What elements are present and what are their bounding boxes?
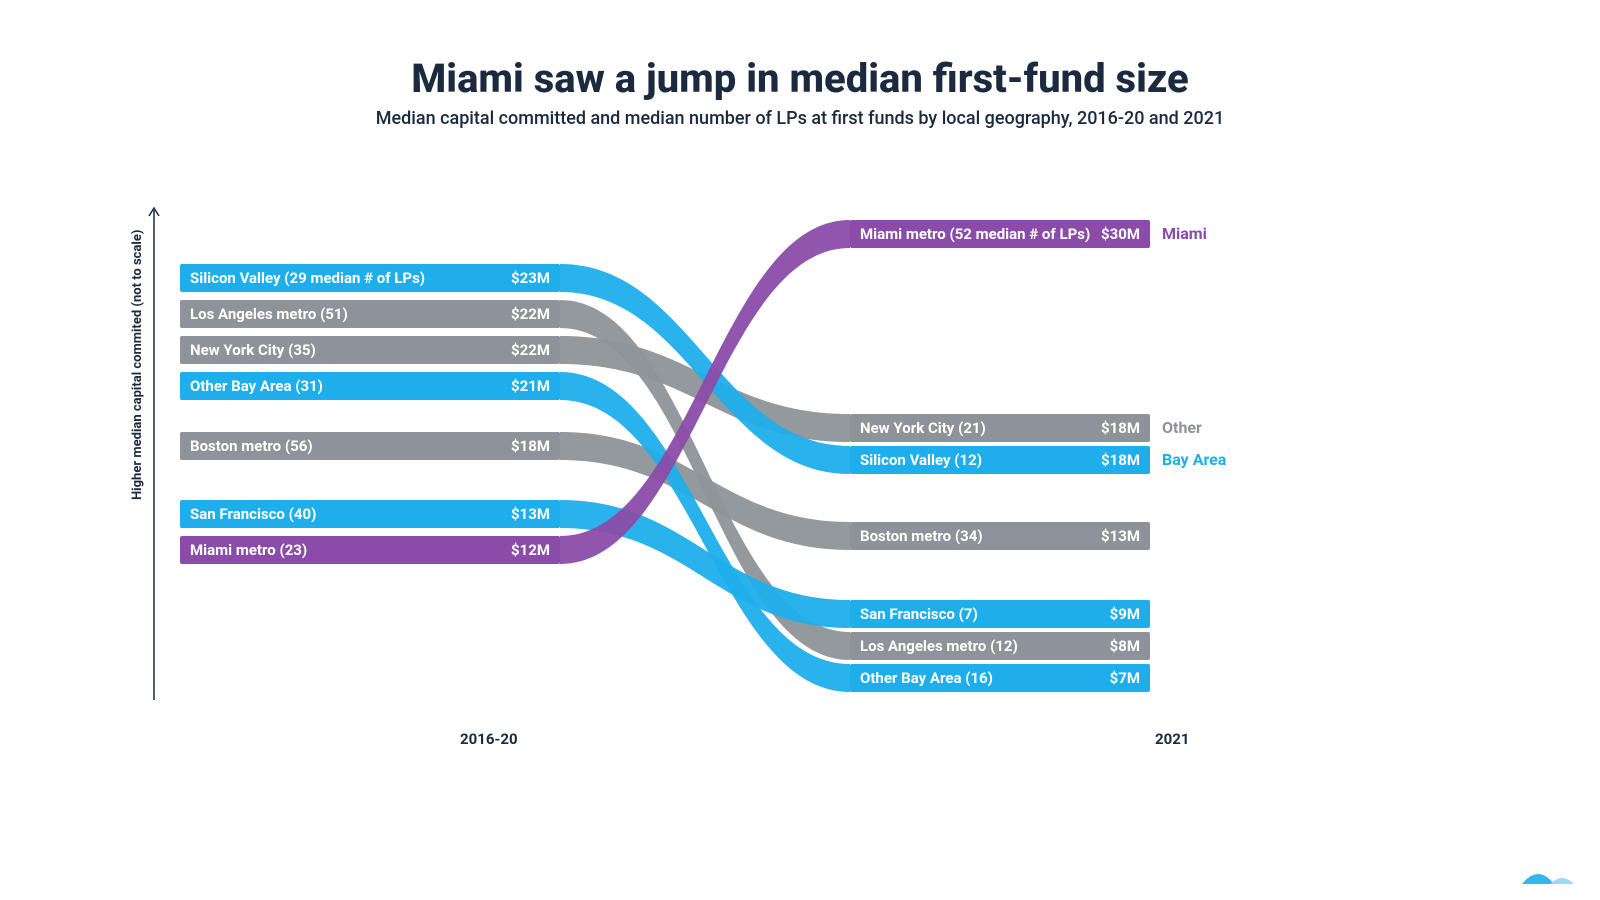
x-axis-label-left: 2016-20 [460, 730, 518, 748]
left-bar-value: $21M [511, 377, 550, 395]
right-bar-value: $30M [1101, 225, 1140, 243]
left-bar-value: $23M [511, 269, 550, 287]
right-bar-value: $9M [1110, 605, 1140, 623]
right-bar-sv: Silicon Valley (12) $18M [850, 446, 1150, 474]
left-bar-nyc: New York City (35) $22M [180, 336, 560, 364]
right-bar-label: Silicon Valley (12) [860, 451, 982, 469]
left-bar-sf: San Francisco (40) $13M [180, 500, 560, 528]
left-bar-value: $22M [511, 341, 550, 359]
left-bar-value: $13M [511, 505, 550, 523]
left-bar-label: Los Angeles metro (51) [190, 305, 348, 323]
x-axis-label-right: 2021 [1155, 730, 1189, 748]
left-bar-label: Silicon Valley (29 median # of LPs) [190, 269, 425, 287]
right-bar-sf: San Francisco (7) $9M [850, 600, 1150, 628]
right-bar-label: Other Bay Area (16) [860, 669, 993, 687]
legend-label-other: Other [1162, 418, 1202, 437]
right-bar-bos: Boston metro (34) $13M [850, 522, 1150, 550]
chart-subtitle: Median capital committed and median numb… [0, 108, 1600, 129]
right-bar-label: New York City (21) [860, 419, 986, 437]
right-bar-value: $8M [1110, 637, 1140, 655]
left-bar-value: $18M [511, 437, 550, 455]
left-bar-mia: Miami metro (23) $12M [180, 536, 560, 564]
slope-chart: Silicon Valley (29 median # of LPs) $23M L… [160, 200, 1440, 760]
right-bar-label: Boston metro (34) [860, 527, 983, 545]
right-bar-value: $18M [1101, 419, 1140, 437]
legend-label-miami: Miami [1162, 224, 1207, 243]
right-bar-value: $13M [1101, 527, 1140, 545]
left-bar-sv: Silicon Valley (29 median # of LPs) $23M [180, 264, 560, 292]
brand-logo-icon [1520, 862, 1580, 890]
right-bar-label: Miami metro (52 median # of LPs) [860, 225, 1090, 243]
left-bar-value: $12M [511, 541, 550, 559]
left-bar-bos: Boston metro (56) $18M [180, 432, 560, 460]
left-bar-label: New York City (35) [190, 341, 316, 359]
left-bar-label: Other Bay Area (31) [190, 377, 323, 395]
right-bar-oba: Other Bay Area (16) $7M [850, 664, 1150, 692]
left-bar-value: $22M [511, 305, 550, 323]
legend-label-bay-area: Bay Area [1162, 450, 1226, 469]
left-bar-la: Los Angeles metro (51) $22M [180, 300, 560, 328]
chart-title: Miami saw a jump in median first-fund si… [0, 55, 1600, 102]
right-bar-mia: Miami metro (52 median # of LPs) $30M [850, 220, 1150, 248]
right-bar-label: Los Angeles metro (12) [860, 637, 1018, 655]
y-axis-label: Higher median capital commited (not to s… [130, 230, 145, 500]
left-bar-label: Boston metro (56) [190, 437, 313, 455]
right-bar-nyc: New York City (21) $18M [850, 414, 1150, 442]
right-bar-value: $7M [1110, 669, 1140, 687]
right-bar-la: Los Angeles metro (12) $8M [850, 632, 1150, 660]
right-bar-value: $18M [1101, 451, 1140, 469]
left-bar-label: Miami metro (23) [190, 541, 307, 559]
left-bar-oba: Other Bay Area (31) $21M [180, 372, 560, 400]
left-bar-label: San Francisco (40) [190, 505, 316, 523]
right-bar-label: San Francisco (7) [860, 605, 978, 623]
